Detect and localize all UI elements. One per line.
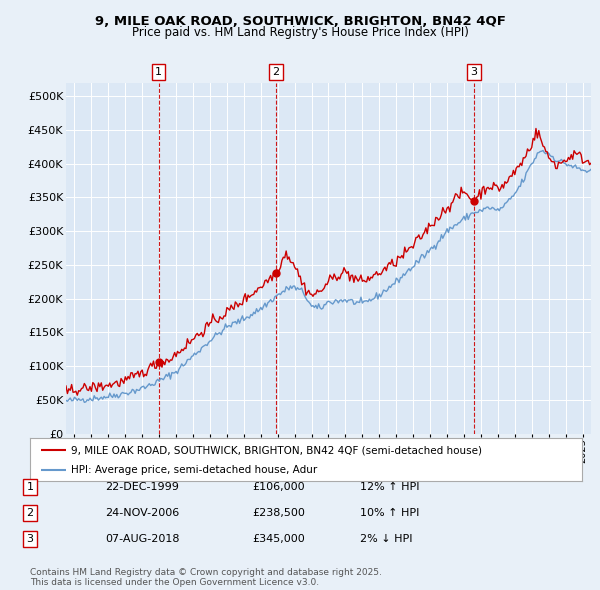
Text: 2: 2 <box>272 67 280 77</box>
Text: HPI: Average price, semi-detached house, Adur: HPI: Average price, semi-detached house,… <box>71 466 317 475</box>
Text: 1: 1 <box>155 67 162 77</box>
Text: Price paid vs. HM Land Registry's House Price Index (HPI): Price paid vs. HM Land Registry's House … <box>131 26 469 39</box>
Text: Contains HM Land Registry data © Crown copyright and database right 2025.
This d: Contains HM Land Registry data © Crown c… <box>30 568 382 587</box>
Text: 3: 3 <box>26 534 34 543</box>
Text: 10% ↑ HPI: 10% ↑ HPI <box>360 508 419 517</box>
Text: 1: 1 <box>26 482 34 491</box>
Text: 9, MILE OAK ROAD, SOUTHWICK, BRIGHTON, BN42 4QF (semi-detached house): 9, MILE OAK ROAD, SOUTHWICK, BRIGHTON, B… <box>71 445 482 455</box>
Text: 22-DEC-1999: 22-DEC-1999 <box>105 482 179 491</box>
Text: £238,500: £238,500 <box>252 508 305 517</box>
Text: 12% ↑ HPI: 12% ↑ HPI <box>360 482 419 491</box>
Text: 2: 2 <box>26 508 34 517</box>
Text: 3: 3 <box>470 67 478 77</box>
Text: £106,000: £106,000 <box>252 482 305 491</box>
Text: 2% ↓ HPI: 2% ↓ HPI <box>360 534 413 543</box>
Text: 07-AUG-2018: 07-AUG-2018 <box>105 534 179 543</box>
Text: 24-NOV-2006: 24-NOV-2006 <box>105 508 179 517</box>
Text: £345,000: £345,000 <box>252 534 305 543</box>
Text: 9, MILE OAK ROAD, SOUTHWICK, BRIGHTON, BN42 4QF: 9, MILE OAK ROAD, SOUTHWICK, BRIGHTON, B… <box>95 15 505 28</box>
